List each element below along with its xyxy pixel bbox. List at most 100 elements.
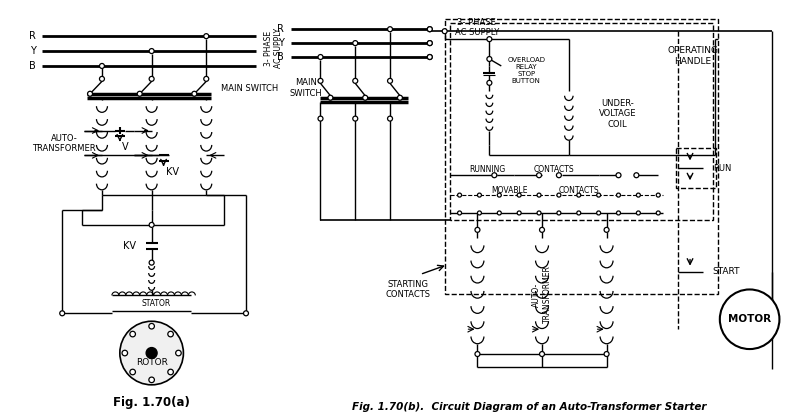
Text: AUTO-
TRANSFORMER: AUTO- TRANSFORMER: [532, 265, 551, 324]
Circle shape: [149, 324, 154, 329]
Circle shape: [604, 227, 609, 232]
Text: V: V: [122, 143, 129, 153]
Circle shape: [557, 211, 561, 215]
Text: MAIN
SWITCH: MAIN SWITCH: [289, 78, 322, 97]
Circle shape: [487, 37, 492, 42]
Circle shape: [427, 54, 432, 59]
Circle shape: [146, 348, 157, 359]
Circle shape: [175, 350, 181, 356]
Circle shape: [204, 34, 209, 38]
Circle shape: [328, 95, 333, 100]
Text: Fig. 1.70(b).  Circuit Diagram of an Auto-Transformer Starter: Fig. 1.70(b). Circuit Diagram of an Auto…: [352, 402, 706, 412]
Circle shape: [637, 211, 641, 215]
Circle shape: [442, 29, 447, 34]
Circle shape: [192, 91, 197, 96]
Text: ROTOR: ROTOR: [136, 359, 167, 367]
Text: Y: Y: [29, 46, 36, 56]
Circle shape: [388, 116, 393, 121]
Bar: [445, 19, 718, 294]
Circle shape: [596, 211, 600, 215]
Circle shape: [100, 76, 104, 82]
Circle shape: [616, 193, 620, 197]
Circle shape: [536, 173, 541, 178]
Circle shape: [498, 211, 502, 215]
Text: STATOR: STATOR: [142, 299, 171, 308]
Circle shape: [477, 211, 481, 215]
Text: RUN: RUN: [713, 164, 732, 173]
Circle shape: [427, 41, 432, 46]
Circle shape: [616, 173, 621, 178]
Circle shape: [88, 91, 92, 96]
Circle shape: [353, 116, 358, 121]
Text: B: B: [28, 61, 36, 71]
Circle shape: [122, 350, 128, 356]
Circle shape: [517, 211, 521, 215]
Circle shape: [656, 193, 660, 197]
Circle shape: [457, 193, 461, 197]
Circle shape: [492, 173, 497, 178]
Circle shape: [475, 352, 480, 357]
Text: R: R: [28, 31, 36, 41]
Circle shape: [720, 289, 780, 349]
Circle shape: [388, 78, 393, 83]
Circle shape: [137, 91, 142, 96]
Text: AUTO-
TRANSFORMER: AUTO- TRANSFORMER: [32, 134, 96, 153]
Text: CONTACTS: CONTACTS: [534, 165, 574, 174]
Circle shape: [427, 41, 432, 46]
Circle shape: [557, 193, 561, 197]
Circle shape: [130, 331, 135, 337]
Text: UNDER-
VOLTAGE
COIL: UNDER- VOLTAGE COIL: [599, 99, 636, 129]
Bar: [676, 148, 716, 188]
Circle shape: [100, 64, 104, 69]
Text: START: START: [713, 267, 740, 276]
Circle shape: [498, 193, 502, 197]
Circle shape: [363, 95, 367, 100]
Text: R: R: [276, 24, 284, 34]
Circle shape: [457, 211, 461, 215]
Text: STARTING
CONTACTS: STARTING CONTACTS: [386, 280, 431, 299]
Circle shape: [149, 260, 154, 265]
Text: 3- PHASE
AC SUPPLY: 3- PHASE AC SUPPLY: [454, 18, 498, 37]
Circle shape: [540, 352, 544, 357]
Bar: [450, 23, 713, 220]
Text: OPERATING
HANDLE: OPERATING HANDLE: [668, 46, 719, 66]
Circle shape: [656, 211, 660, 215]
Circle shape: [540, 227, 544, 232]
Circle shape: [634, 173, 639, 178]
Circle shape: [616, 211, 620, 215]
Text: B: B: [277, 52, 284, 62]
Text: KV: KV: [123, 241, 136, 251]
Circle shape: [149, 377, 154, 382]
Text: Y: Y: [278, 38, 284, 48]
Circle shape: [353, 78, 358, 83]
Circle shape: [388, 27, 393, 32]
Circle shape: [353, 41, 358, 46]
Text: 3- PHASE
AC SUPPLY: 3- PHASE AC SUPPLY: [264, 28, 284, 68]
Circle shape: [577, 193, 581, 197]
Circle shape: [637, 193, 641, 197]
Circle shape: [556, 173, 562, 178]
Circle shape: [130, 369, 135, 375]
Circle shape: [120, 321, 183, 385]
Text: MOVABLE: MOVABLE: [491, 186, 528, 195]
Text: RUNNING: RUNNING: [469, 165, 506, 174]
Text: KV: KV: [166, 167, 179, 177]
Text: MAIN SWITCH: MAIN SWITCH: [221, 84, 278, 93]
Circle shape: [577, 211, 581, 215]
Circle shape: [537, 193, 541, 197]
Circle shape: [60, 311, 65, 316]
Text: MOTOR: MOTOR: [728, 314, 771, 324]
Circle shape: [427, 27, 432, 32]
Circle shape: [427, 27, 432, 32]
Text: Fig. 1.70(a): Fig. 1.70(a): [113, 396, 190, 409]
Circle shape: [596, 193, 600, 197]
Circle shape: [149, 48, 154, 54]
Circle shape: [427, 54, 432, 59]
Circle shape: [397, 95, 402, 100]
Circle shape: [318, 78, 323, 83]
Circle shape: [149, 76, 154, 82]
Circle shape: [204, 76, 209, 82]
Text: CONTACTS: CONTACTS: [559, 186, 599, 195]
Circle shape: [243, 311, 249, 316]
Circle shape: [487, 56, 492, 61]
